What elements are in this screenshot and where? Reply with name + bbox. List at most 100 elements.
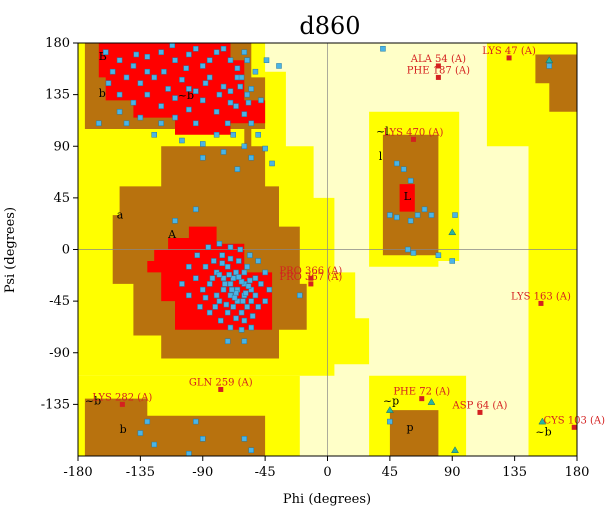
general-point (158, 120, 164, 127)
general-point (193, 206, 199, 213)
x-tick-label: -180 (63, 465, 92, 480)
region-label: b (99, 87, 106, 100)
general-point (238, 309, 245, 316)
general-point (186, 86, 192, 92)
general-point (230, 132, 236, 138)
general-point (123, 74, 130, 81)
general-point (96, 120, 102, 127)
y-axis-label: Psi (degrees) (3, 207, 18, 293)
outlier-point (571, 424, 577, 430)
outlier-label: PRO 366 (A) (279, 266, 342, 277)
general-point (109, 68, 116, 75)
general-point (186, 51, 192, 58)
general-point (165, 86, 171, 92)
general-point (227, 57, 234, 63)
general-point (241, 436, 248, 442)
general-point (200, 97, 206, 104)
general-point (216, 298, 223, 304)
outlier-point (119, 401, 125, 407)
general-point (247, 277, 253, 284)
general-point (244, 91, 250, 98)
glycine-point (448, 228, 457, 236)
general-point (255, 304, 261, 310)
y-tick-label: 0 (62, 243, 70, 258)
region-label: l (379, 150, 383, 163)
outlier-point (506, 55, 512, 61)
outlier-point (419, 396, 425, 402)
region-label: L (404, 190, 412, 203)
general-point (202, 263, 209, 270)
general-point (241, 111, 248, 117)
general-point (158, 49, 164, 55)
general-point (255, 132, 261, 138)
general-point (206, 57, 213, 63)
general-point (213, 292, 220, 299)
general-point (234, 65, 241, 71)
general-point (400, 166, 407, 172)
general-point (546, 63, 553, 69)
general-point (193, 88, 199, 94)
general-point (137, 80, 144, 86)
general-point (248, 447, 255, 454)
general-point (144, 91, 151, 98)
general-point (276, 63, 282, 69)
general-point (387, 212, 393, 218)
general-point (220, 45, 227, 52)
general-point (394, 214, 400, 221)
general-point (200, 63, 206, 69)
general-point (216, 241, 223, 247)
general-point (224, 263, 231, 270)
general-point (193, 275, 199, 281)
general-point (226, 271, 232, 278)
general-point (231, 294, 238, 301)
general-point (241, 49, 248, 55)
general-point (186, 263, 192, 270)
general-point (213, 132, 220, 138)
general-point (137, 430, 144, 436)
general-point (248, 154, 255, 161)
outlier-points: LYS 47 (A) ALA 54 (A)PHE 187 (A) LYS 470 (… (92, 46, 605, 430)
general-point (237, 83, 243, 90)
outlier-point (308, 275, 314, 281)
general-point (234, 298, 241, 304)
general-point (224, 309, 231, 316)
general-point (266, 286, 273, 293)
region-label: ~b (85, 394, 101, 407)
y-tick-label: 90 (53, 139, 70, 154)
general-point (269, 160, 275, 167)
glycine-point (385, 406, 394, 413)
general-point (236, 274, 242, 280)
general-point (242, 290, 249, 296)
general-point (248, 120, 255, 127)
x-tick-label: 45 (382, 465, 399, 480)
general-point (183, 65, 189, 71)
general-point (227, 244, 234, 250)
glycine-point (538, 417, 547, 425)
general-point (216, 91, 223, 98)
general-point (236, 258, 242, 264)
x-axis: -180 -135 -90 -45 0 45 90 135 180 (63, 456, 589, 480)
general-point (421, 206, 428, 213)
general-point (161, 68, 167, 75)
outlier-label: LYS 47 (A) (482, 46, 536, 57)
general-point (247, 252, 253, 258)
general-point (206, 309, 213, 316)
region-core-1 (147, 226, 273, 330)
general-point (144, 418, 151, 425)
general-point (252, 68, 259, 75)
general-point (206, 281, 213, 287)
general-point (249, 313, 256, 319)
outlier-label: GLN 259 (A) (189, 377, 253, 388)
general-point (240, 298, 246, 304)
general-point (212, 304, 218, 310)
general-point (244, 304, 250, 310)
general-point (227, 281, 234, 287)
general-point (169, 42, 176, 49)
general-point (414, 212, 421, 218)
general-point (220, 275, 227, 281)
general-point (255, 258, 261, 264)
glycine-point (427, 398, 436, 405)
general-point (200, 141, 206, 147)
general-point (405, 246, 411, 253)
general-point (238, 327, 245, 333)
